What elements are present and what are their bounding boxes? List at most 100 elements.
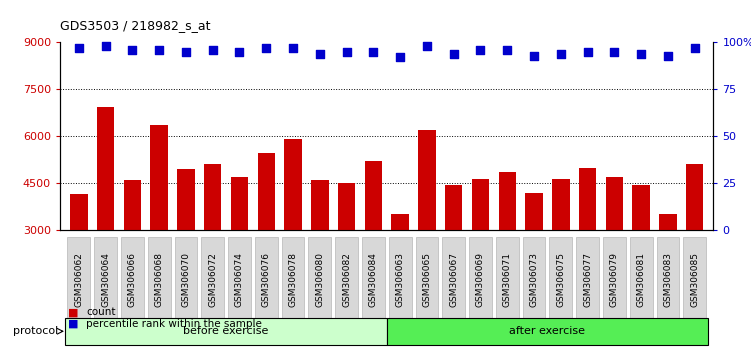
FancyBboxPatch shape (496, 237, 519, 336)
FancyBboxPatch shape (389, 237, 412, 336)
Point (501, 47, 513, 53)
Bar (65, 318, 387, 346)
Point (394, 55, 406, 60)
Point (421, 44, 433, 49)
Bar (150, 125, 168, 324)
Point (367, 49, 379, 55)
Text: GSM306074: GSM306074 (235, 252, 244, 307)
FancyBboxPatch shape (603, 237, 626, 336)
Text: count: count (86, 307, 116, 317)
Bar (70, 194, 88, 324)
Text: before exercise: before exercise (183, 326, 269, 336)
Text: GSM306073: GSM306073 (529, 252, 538, 307)
Bar (391, 215, 409, 324)
Bar (365, 161, 382, 324)
Bar (231, 177, 248, 324)
Bar (204, 164, 222, 324)
FancyBboxPatch shape (415, 237, 439, 336)
Bar (526, 193, 543, 324)
Point (287, 45, 299, 51)
Text: GSM306080: GSM306080 (315, 252, 324, 307)
Bar (499, 172, 516, 324)
Text: GSM306082: GSM306082 (342, 252, 351, 307)
Text: protocol: protocol (14, 326, 59, 336)
Point (528, 53, 540, 58)
Point (475, 47, 487, 53)
Text: GSM306070: GSM306070 (182, 252, 191, 307)
Text: GSM306068: GSM306068 (155, 252, 164, 307)
FancyBboxPatch shape (94, 237, 117, 336)
Point (234, 49, 246, 55)
FancyBboxPatch shape (282, 237, 304, 336)
Point (207, 47, 219, 53)
Bar (258, 154, 275, 324)
Point (100, 44, 112, 49)
Point (608, 49, 620, 55)
Text: GSM306076: GSM306076 (262, 252, 271, 307)
Text: GSM306063: GSM306063 (396, 252, 405, 307)
Text: GSM306075: GSM306075 (556, 252, 566, 307)
Point (555, 51, 567, 57)
FancyBboxPatch shape (683, 237, 706, 336)
Text: GSM306084: GSM306084 (369, 252, 378, 307)
Bar (285, 139, 302, 324)
FancyBboxPatch shape (335, 237, 358, 336)
Bar (445, 185, 463, 324)
Point (448, 51, 460, 57)
Point (261, 45, 273, 51)
Point (689, 45, 701, 51)
Text: GDS3503 / 218982_s_at: GDS3503 / 218982_s_at (60, 19, 210, 32)
Point (635, 51, 647, 57)
Text: GSM306065: GSM306065 (422, 252, 431, 307)
FancyBboxPatch shape (309, 237, 331, 336)
Bar (387, 318, 708, 346)
Text: GSM306072: GSM306072 (208, 252, 217, 307)
Text: after exercise: after exercise (509, 326, 586, 336)
FancyBboxPatch shape (255, 237, 278, 336)
Bar (338, 183, 355, 324)
FancyBboxPatch shape (174, 237, 198, 336)
Point (662, 53, 674, 58)
Bar (605, 177, 623, 324)
Point (73, 45, 85, 51)
FancyBboxPatch shape (656, 237, 680, 336)
Point (314, 51, 326, 57)
Bar (472, 178, 489, 324)
Point (153, 47, 165, 53)
Bar (659, 215, 677, 324)
Text: GSM306071: GSM306071 (502, 252, 511, 307)
Bar (418, 130, 436, 324)
Text: GSM306081: GSM306081 (637, 252, 646, 307)
Point (341, 49, 353, 55)
FancyBboxPatch shape (576, 237, 599, 336)
Bar (124, 180, 141, 324)
FancyBboxPatch shape (550, 237, 572, 336)
Bar (686, 164, 704, 324)
FancyBboxPatch shape (469, 237, 492, 336)
FancyBboxPatch shape (148, 237, 170, 336)
FancyBboxPatch shape (523, 237, 545, 336)
Text: GSM306066: GSM306066 (128, 252, 137, 307)
Bar (632, 185, 650, 324)
Bar (579, 167, 596, 324)
Bar (97, 107, 114, 324)
FancyBboxPatch shape (68, 237, 90, 336)
FancyBboxPatch shape (630, 237, 653, 336)
Point (581, 49, 593, 55)
Bar (177, 169, 195, 324)
Text: GSM306078: GSM306078 (288, 252, 297, 307)
Bar (552, 178, 569, 324)
Text: ■: ■ (68, 307, 78, 317)
Text: GSM306085: GSM306085 (690, 252, 699, 307)
Bar (311, 180, 328, 324)
Text: ■: ■ (68, 319, 78, 329)
Text: GSM306062: GSM306062 (74, 252, 83, 307)
Text: GSM306077: GSM306077 (583, 252, 592, 307)
Text: GSM306069: GSM306069 (476, 252, 485, 307)
FancyBboxPatch shape (362, 237, 385, 336)
FancyBboxPatch shape (228, 237, 251, 336)
FancyBboxPatch shape (442, 237, 465, 336)
Text: GSM306079: GSM306079 (610, 252, 619, 307)
FancyBboxPatch shape (121, 237, 143, 336)
Point (180, 49, 192, 55)
